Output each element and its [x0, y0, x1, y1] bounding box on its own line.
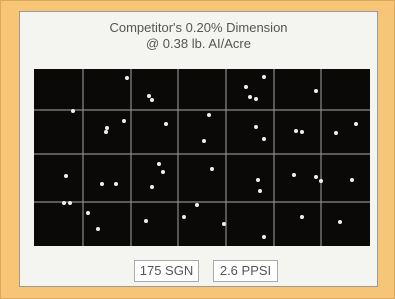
panel: Competitor's 0.20% Dimension @ 0.38 lb. …	[19, 11, 378, 287]
title: Competitor's 0.20% Dimension @ 0.38 lb. …	[20, 20, 377, 52]
background: Competitor's 0.20% Dimension @ 0.38 lb. …	[0, 0, 395, 299]
title-line: @ 0.38 lb. AI/Acre	[20, 36, 377, 52]
granule-photo	[34, 69, 370, 246]
title-line: Competitor's 0.20% Dimension	[20, 20, 377, 36]
density-label: 2.6 PPSI	[213, 260, 278, 282]
size-label: 175 SGN	[134, 260, 199, 282]
page: Competitor's 0.20% Dimension @ 0.38 lb. …	[0, 0, 395, 299]
